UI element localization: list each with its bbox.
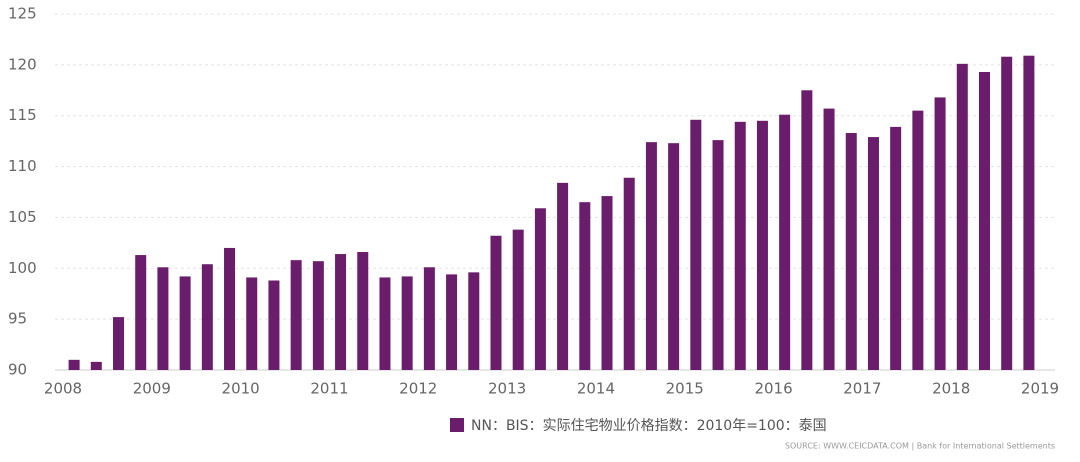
bar <box>690 119 702 370</box>
bar <box>823 108 835 370</box>
bar <box>601 196 613 370</box>
bar <box>645 142 657 370</box>
x-tick-label: 2014 <box>577 380 615 398</box>
bar <box>668 143 680 370</box>
y-tick-label: 100 <box>8 259 37 277</box>
bar <box>312 261 324 370</box>
legend-label: NN：BIS：实际住宅物业价格指数：2010年=100：泰国 <box>471 418 827 434</box>
bar <box>623 177 635 370</box>
y-tick-label: 110 <box>8 157 37 175</box>
bar <box>534 208 546 370</box>
y-tick-label: 115 <box>8 106 37 124</box>
source: SOURCE: WWW.CEICDATA.COM | Bank for Inte… <box>785 442 1055 451</box>
y-tick-label: 105 <box>8 208 37 226</box>
bar <box>912 110 924 370</box>
bar <box>157 267 169 370</box>
bar <box>734 121 746 371</box>
x-tick-label: 2015 <box>666 380 704 398</box>
y-tick-label: 95 <box>8 310 27 328</box>
x-tick-label: 2008 <box>44 380 82 398</box>
bar <box>845 133 857 370</box>
bar <box>579 202 591 370</box>
x-tick-label: 2011 <box>310 380 348 398</box>
bar <box>268 280 280 370</box>
x-tick-label: 2019 <box>1021 380 1059 398</box>
bar <box>779 114 791 370</box>
bar <box>801 90 813 371</box>
bar <box>890 126 902 370</box>
bar <box>1001 56 1013 370</box>
x-tick-label: 2018 <box>932 380 970 398</box>
x-tick-label: 2017 <box>843 380 881 398</box>
bar <box>90 361 102 370</box>
bar <box>290 260 302 370</box>
x-tick-label: 2013 <box>488 380 526 398</box>
bar <box>446 274 458 370</box>
bar <box>756 120 768 370</box>
bar <box>246 277 258 370</box>
bar <box>978 71 990 370</box>
bar <box>867 137 879 370</box>
bar <box>712 140 724 370</box>
x-tick-label: 2010 <box>222 380 260 398</box>
y-tick-label: 120 <box>8 55 37 73</box>
x-tick-label: 2012 <box>399 380 437 398</box>
bar <box>379 277 391 370</box>
bar <box>468 272 480 370</box>
bar <box>113 317 125 370</box>
bar <box>357 252 369 370</box>
x-tick-label: 2009 <box>133 380 171 398</box>
bar <box>401 276 413 370</box>
bar <box>179 276 191 370</box>
bar <box>934 97 946 371</box>
bar <box>512 229 524 370</box>
bar <box>335 254 347 370</box>
bar <box>956 63 968 371</box>
y-tick-label: 125 <box>8 5 37 23</box>
bar <box>224 247 236 370</box>
bar <box>490 235 502 370</box>
bar <box>423 267 435 370</box>
legend-swatch <box>450 418 464 432</box>
x-tick-label: 2016 <box>754 380 792 398</box>
y-tick-label: 90 <box>8 361 27 379</box>
bar <box>135 255 147 370</box>
bar <box>557 182 569 370</box>
bar <box>201 264 213 370</box>
bar <box>1023 55 1035 371</box>
bar <box>68 359 80 370</box>
